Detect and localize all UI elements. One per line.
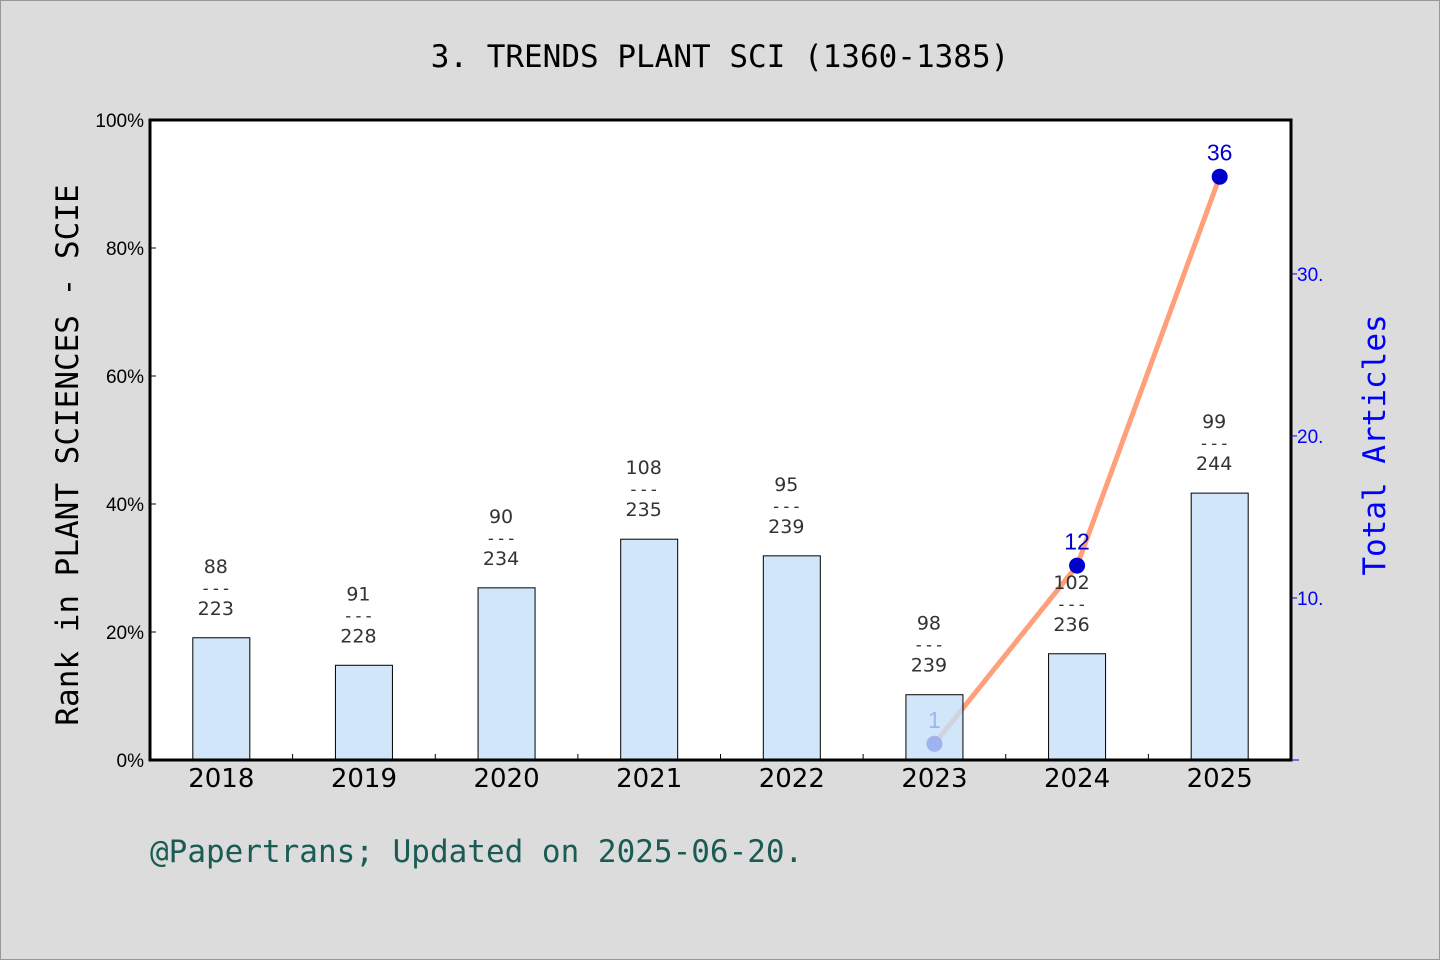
bar bbox=[1048, 653, 1107, 761]
bar bbox=[905, 694, 964, 761]
y-tick-label: 40% bbox=[106, 495, 144, 516]
x-tick-label: 2021 bbox=[616, 764, 682, 794]
y-tick-label: 60% bbox=[106, 367, 144, 388]
bar-rank-label: 98 bbox=[917, 613, 941, 635]
x-tick-label: 2024 bbox=[1044, 764, 1110, 794]
bar-fraction-line: --- bbox=[200, 579, 231, 599]
bar-rank-label: 91 bbox=[346, 583, 370, 605]
bar-fraction-line: --- bbox=[771, 497, 802, 517]
bar-fraction-line: --- bbox=[914, 636, 945, 656]
plot-area bbox=[150, 120, 1291, 760]
bar-fraction-line: --- bbox=[628, 480, 659, 500]
x-tick-label: 2022 bbox=[759, 764, 825, 794]
line-label: 12 bbox=[1064, 529, 1090, 555]
line-label: 36 bbox=[1207, 140, 1233, 166]
line-point bbox=[1069, 557, 1086, 574]
footer-credit: @Papertrans; Updated on 2025-06-20. bbox=[150, 834, 804, 870]
x-tick-label: 2023 bbox=[901, 764, 967, 794]
bar bbox=[334, 664, 393, 761]
line-point bbox=[1211, 168, 1228, 185]
bar-total-label: 228 bbox=[340, 625, 376, 647]
bar-total-label: 235 bbox=[626, 499, 662, 521]
bar-rank-label: 95 bbox=[774, 474, 798, 496]
y2-tick-label: 20. bbox=[1297, 427, 1323, 448]
bar-fraction-line: --- bbox=[486, 529, 517, 549]
bar-fraction-line: --- bbox=[1056, 595, 1087, 615]
bar-total-label: 223 bbox=[198, 598, 234, 620]
bar-total-label: 244 bbox=[1196, 453, 1232, 475]
bar-rank-label: 99 bbox=[1202, 411, 1226, 433]
y2-axis-label: Total Articles bbox=[1357, 314, 1393, 575]
y-tick-label: 80% bbox=[106, 239, 144, 260]
y-tick-label: 0% bbox=[117, 751, 145, 772]
y-tick-label: 20% bbox=[106, 623, 144, 644]
bar bbox=[1190, 492, 1249, 761]
bar-rank-label: 102 bbox=[1053, 572, 1089, 594]
y2-tick-label: 10. bbox=[1297, 589, 1323, 610]
x-tick-label: 2025 bbox=[1187, 764, 1253, 794]
bar bbox=[620, 538, 679, 761]
bar-fraction-line: --- bbox=[343, 606, 374, 626]
bar-rank-label: 88 bbox=[204, 556, 228, 578]
x-tick-label: 2018 bbox=[188, 764, 254, 794]
chart-title: 3. TRENDS PLANT SCI (1360-1385) bbox=[431, 39, 1010, 75]
x-tick-label: 2020 bbox=[473, 764, 539, 794]
bar bbox=[192, 637, 251, 761]
x-tick-label: 2019 bbox=[331, 764, 397, 794]
y2-tick-label: 30. bbox=[1297, 265, 1323, 286]
bar-total-label: 236 bbox=[1053, 614, 1089, 636]
bar-total-label: 239 bbox=[911, 655, 947, 677]
plot-border bbox=[148, 118, 1293, 762]
y-tick-label: 100% bbox=[95, 111, 144, 132]
bar-rank-label: 90 bbox=[489, 506, 513, 528]
bar-total-label: 239 bbox=[768, 516, 804, 538]
bar bbox=[762, 555, 821, 761]
bar bbox=[477, 587, 536, 761]
bar-total-label: 234 bbox=[483, 548, 519, 570]
bar-rank-label: 108 bbox=[626, 457, 662, 479]
y-axis-label: Rank in PLANT SCIENCES - SCIE bbox=[50, 184, 86, 725]
bar-fraction-line: --- bbox=[1199, 434, 1230, 454]
